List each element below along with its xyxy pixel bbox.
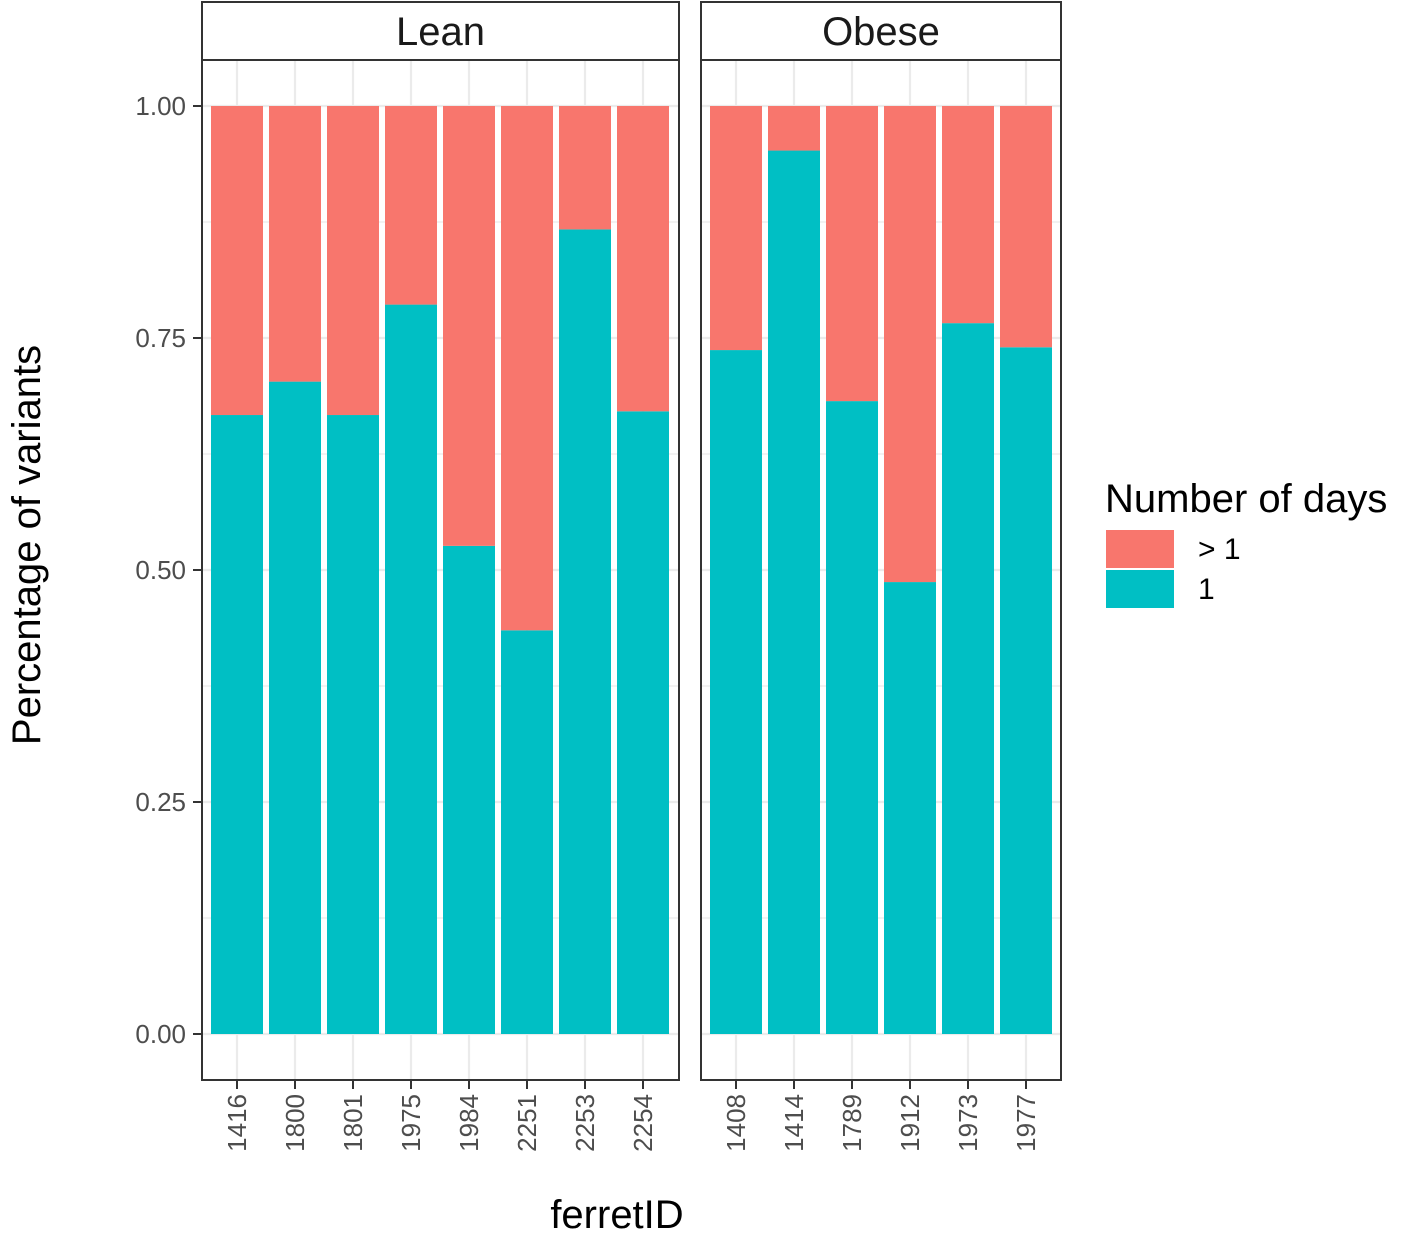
x-tick-label: 1416	[222, 1094, 252, 1152]
bar-segment-obese-1973-one-day	[942, 323, 994, 1035]
bar-segment-lean-2253-one-day	[559, 229, 611, 1034]
y-tick-label: 0.50	[135, 555, 186, 585]
x-tick-label: 1800	[280, 1094, 310, 1152]
x-tick-label: 2251	[512, 1094, 542, 1152]
bar-segment-lean-1975-more-than-one-day	[385, 106, 437, 305]
bar-segment-lean-1416-one-day	[211, 415, 263, 1034]
bar-segment-obese-1912-one-day	[884, 582, 936, 1034]
bar-segment-lean-2254-more-than-one-day	[617, 106, 669, 412]
legend-title: Number of days	[1105, 477, 1387, 521]
x-tick-label: 1977	[1011, 1094, 1041, 1152]
bar-segment-lean-1801-one-day	[327, 415, 379, 1034]
bar-segment-lean-2251-more-than-one-day	[501, 106, 553, 631]
bar-segment-lean-1800-more-than-one-day	[269, 106, 321, 382]
x-tick-label: 2254	[628, 1094, 658, 1152]
bar-segment-obese-1912-more-than-one-day	[884, 106, 936, 583]
bar-segment-lean-2253-more-than-one-day	[559, 106, 611, 230]
x-tick-label: 1414	[779, 1094, 809, 1152]
legend-label: 1	[1198, 573, 1215, 606]
bar-segment-lean-1801-more-than-one-day	[327, 106, 379, 416]
panel-frames-layer: Lean Obese	[201, 1, 1062, 1081]
bar-segment-lean-1984-more-than-one-day	[443, 106, 495, 546]
legend-label: > 1	[1198, 533, 1241, 566]
y-tick-label: 1.00	[135, 91, 186, 121]
bar-segment-lean-1800-one-day	[269, 381, 321, 1035]
facet-strip	[201, 1, 680, 61]
y-tick-label: 0.00	[135, 1019, 186, 1049]
bar-segment-obese-1977-one-day	[1000, 347, 1052, 1034]
x-axis-title: ferretID	[550, 1193, 683, 1237]
bar-segment-obese-1973-more-than-one-day	[942, 106, 994, 324]
legend-key	[1106, 530, 1174, 568]
x-tick-label: 2253	[570, 1094, 600, 1152]
bar-segment-lean-2254-one-day	[617, 411, 669, 1034]
y-axis-title: Percentage of variants	[5, 345, 49, 745]
bars-layer	[211, 106, 1052, 1035]
bar-segment-obese-1789-one-day	[826, 401, 878, 1034]
x-tick-label: 1975	[396, 1094, 426, 1152]
y-tick-label: 0.75	[135, 323, 186, 353]
bar-segment-obese-1414-more-than-one-day	[768, 106, 820, 151]
bar-segment-obese-1414-one-day	[768, 150, 820, 1034]
x-tick-label: 1801	[338, 1094, 368, 1152]
bar-segment-lean-2251-one-day	[501, 630, 553, 1034]
bar-segment-obese-1977-more-than-one-day	[1000, 106, 1052, 348]
x-tick-label: 1984	[454, 1094, 484, 1152]
x-tick-label: 1789	[837, 1094, 867, 1152]
x-tick-label: 1973	[953, 1094, 983, 1152]
legend-key	[1106, 570, 1174, 608]
axes-layer: 1416 1800 1801 1975 1984 2251 2253 2254 1408 1414…	[135, 91, 1041, 1152]
facet-strip-label: Obese	[822, 10, 940, 54]
y-tick-label: 0.25	[135, 787, 186, 817]
bar-segment-obese-1789-more-than-one-day	[826, 106, 878, 402]
bar-segment-lean-1984-one-day	[443, 545, 495, 1034]
legend: Number of days > 1 1	[1105, 477, 1387, 608]
bar-segment-obese-1408-more-than-one-day	[710, 106, 762, 351]
x-tick-label: 1408	[721, 1094, 751, 1152]
bar-segment-lean-1416-more-than-one-day	[211, 106, 263, 416]
x-tick-label: 1912	[895, 1094, 925, 1152]
bar-segment-obese-1408-one-day	[710, 350, 762, 1035]
facet-strip	[700, 1, 1062, 61]
facet-strip-label: Lean	[396, 10, 485, 54]
bar-segment-lean-1975-one-day	[385, 304, 437, 1034]
